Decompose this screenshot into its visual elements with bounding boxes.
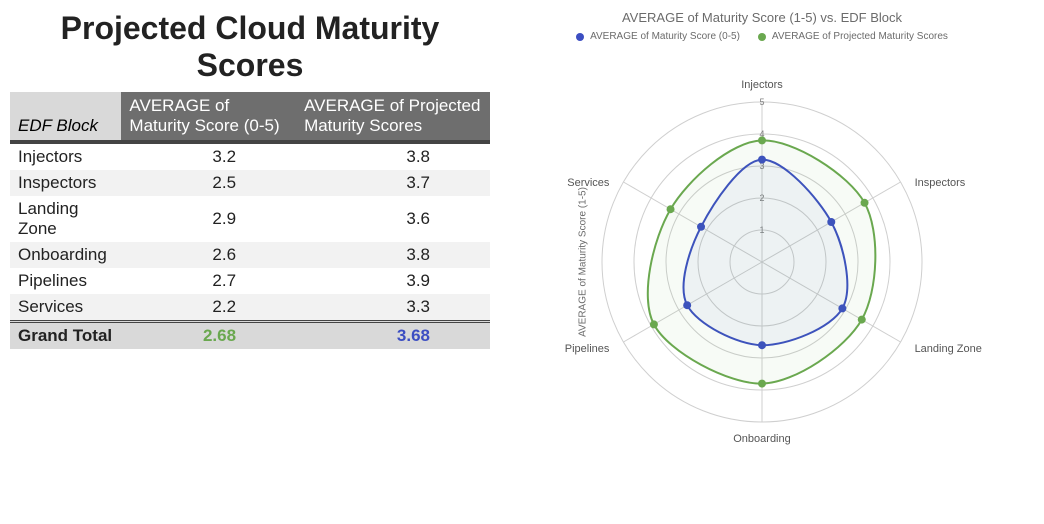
table-row: Services2.23.3 bbox=[10, 294, 490, 322]
svg-text:Onboarding: Onboarding bbox=[733, 433, 791, 445]
row-label: Landing Zone bbox=[10, 196, 121, 242]
table-row: Pipelines2.73.9 bbox=[10, 268, 490, 294]
row-projected: 3.6 bbox=[296, 196, 490, 242]
row-current: 2.7 bbox=[121, 268, 296, 294]
row-label: Onboarding bbox=[10, 242, 121, 268]
row-projected: 3.3 bbox=[296, 294, 490, 322]
total-label: Grand Total bbox=[10, 321, 121, 349]
legend-label-1: AVERAGE of Projected Maturity Scores bbox=[772, 31, 948, 42]
svg-text:5: 5 bbox=[759, 97, 764, 107]
table-total-row: Grand Total2.683.68 bbox=[10, 321, 490, 349]
svg-text:Inspectors: Inspectors bbox=[915, 177, 966, 189]
row-current: 2.6 bbox=[121, 242, 296, 268]
row-projected: 3.9 bbox=[296, 268, 490, 294]
col-current: AVERAGE of Maturity Score (0-5) bbox=[121, 92, 296, 142]
svg-text:Injectors: Injectors bbox=[741, 79, 783, 91]
table-row: Inspectors2.53.7 bbox=[10, 170, 490, 196]
table-row: Onboarding2.63.8 bbox=[10, 242, 490, 268]
row-current: 2.5 bbox=[121, 170, 296, 196]
col-edf-block: EDF Block bbox=[10, 92, 121, 142]
row-label: Injectors bbox=[10, 142, 121, 170]
table-row: Injectors3.23.8 bbox=[10, 142, 490, 170]
row-current: 2.9 bbox=[121, 196, 296, 242]
row-projected: 3.7 bbox=[296, 170, 490, 196]
row-current: 3.2 bbox=[121, 142, 296, 170]
page-title: Projected Cloud Maturity Scores bbox=[10, 10, 490, 84]
row-projected: 3.8 bbox=[296, 142, 490, 170]
svg-text:Pipelines: Pipelines bbox=[565, 343, 610, 355]
row-label: Pipelines bbox=[10, 268, 121, 294]
total-projected: 3.68 bbox=[296, 321, 490, 349]
row-projected: 3.8 bbox=[296, 242, 490, 268]
row-label: Services bbox=[10, 294, 121, 322]
total-current: 2.68 bbox=[121, 321, 296, 349]
legend-label-0: AVERAGE of Maturity Score (0-5) bbox=[590, 31, 740, 42]
svg-text:Services: Services bbox=[567, 177, 610, 189]
row-current: 2.2 bbox=[121, 294, 296, 322]
maturity-table: EDF Block AVERAGE of Maturity Score (0-5… bbox=[10, 92, 490, 349]
col-projected: AVERAGE of Projected Maturity Scores bbox=[296, 92, 490, 142]
chart-title: AVERAGE of Maturity Score (1-5) vs. EDF … bbox=[490, 10, 1034, 25]
svg-text:Landing Zone: Landing Zone bbox=[915, 343, 982, 355]
chart-legend: AVERAGE of Maturity Score (0-5) AVERAGE … bbox=[490, 31, 1034, 42]
table-row: Landing Zone2.93.6 bbox=[10, 196, 490, 242]
row-label: Inspectors bbox=[10, 170, 121, 196]
chart-yaxis-label: AVERAGE of Maturity Score (1-5) bbox=[577, 187, 588, 337]
